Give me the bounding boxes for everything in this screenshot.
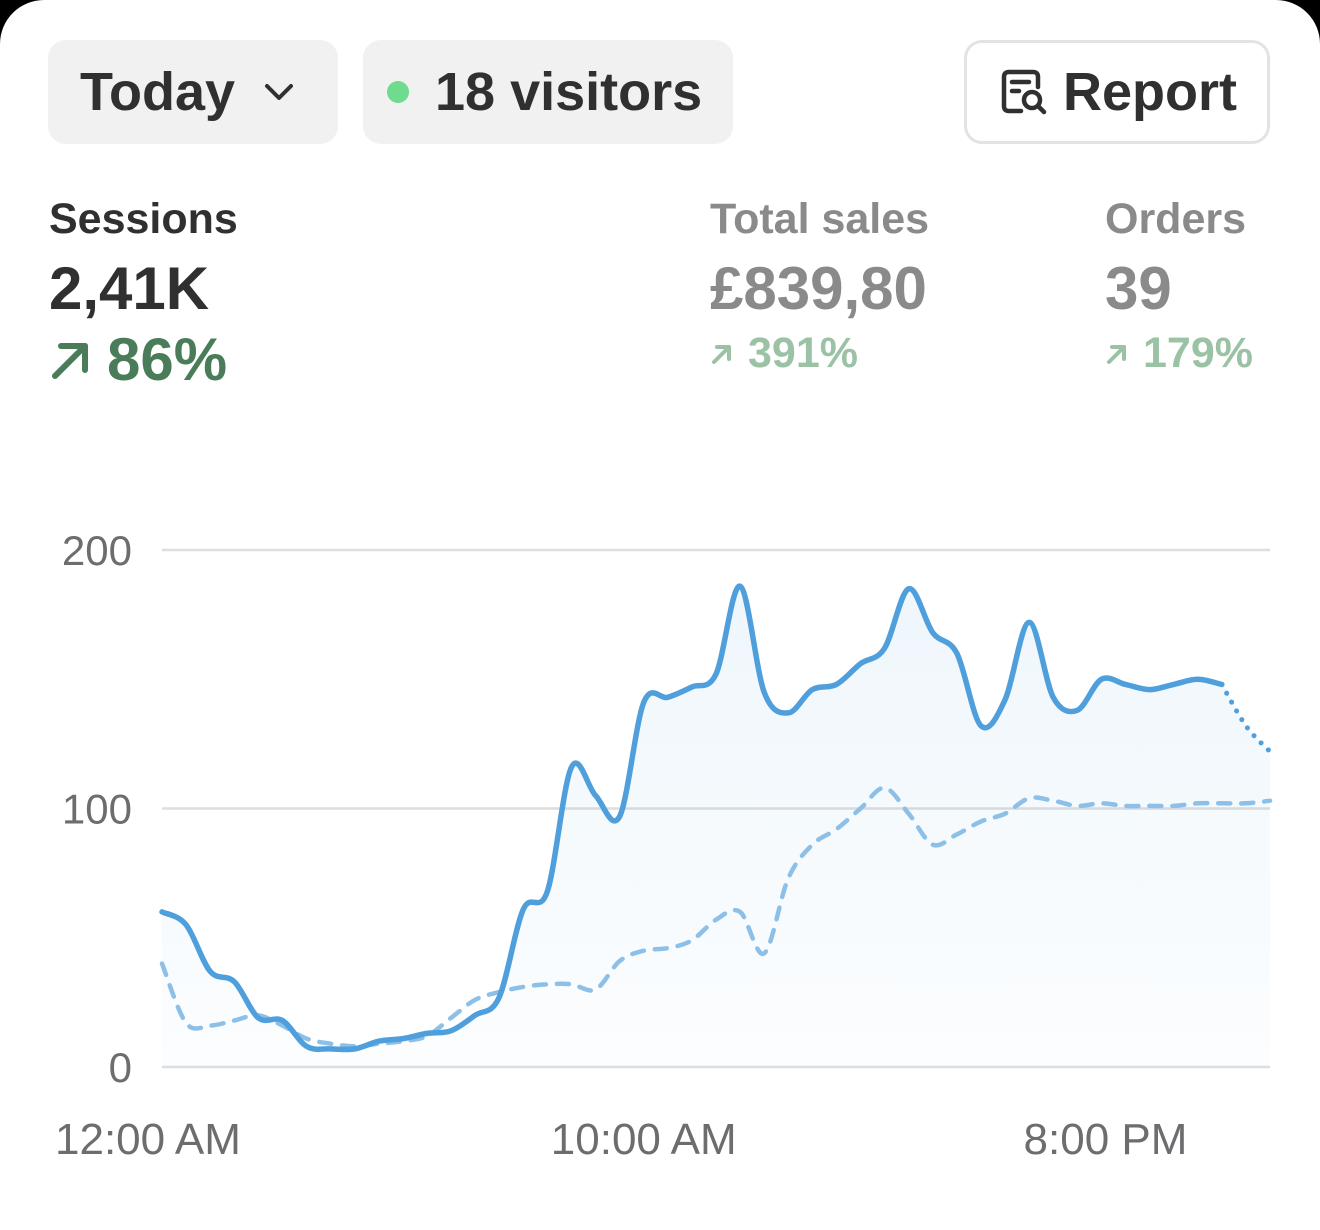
total-sales-change: 391% — [710, 329, 929, 378]
report-search-icon — [1001, 69, 1047, 115]
period-label: Today — [80, 62, 236, 122]
y-tick-label: 0 — [109, 1044, 132, 1091]
current-period-projection-line — [1219, 681, 1273, 755]
live-visitors-badge[interactable]: 18 visitors — [363, 40, 733, 144]
total-sales-value: £839,80 — [710, 255, 927, 322]
orders-change: 179% — [1105, 329, 1253, 378]
x-tick-label: 10:00 AM — [551, 1115, 737, 1164]
total-sales-label: Total sales — [710, 195, 930, 243]
visitors-label: 18 visitors — [435, 62, 703, 122]
arrow-up-right-icon — [1107, 344, 1126, 364]
x-tick-label: 8:00 PM — [1024, 1115, 1188, 1164]
live-dot-icon — [387, 81, 409, 103]
orders-value: 39 — [1105, 255, 1172, 322]
sessions-change: 86% — [49, 325, 238, 394]
chevron-down-icon — [265, 84, 294, 100]
arrow-up-right-icon — [52, 342, 88, 379]
sessions-metric[interactable]: Sessions 2,41K 86% — [49, 195, 238, 394]
y-tick-label: 200 — [62, 527, 132, 574]
sessions-change-value: 86% — [107, 326, 228, 393]
orders-label: Orders — [1105, 195, 1247, 243]
y-tick-label: 100 — [62, 786, 132, 833]
report-label: Report — [1063, 62, 1237, 122]
orders-metric[interactable]: Orders 39 179% — [1105, 195, 1253, 378]
total-sales-metric[interactable]: Total sales £839,80 391% — [710, 195, 929, 378]
x-tick-label: 12:00 AM — [55, 1115, 241, 1164]
period-selector[interactable]: Today — [48, 40, 338, 144]
previous-period-line — [159, 785, 1273, 1049]
current-series-area — [162, 586, 1270, 1067]
sessions-label: Sessions — [49, 195, 238, 243]
orders-change-value: 179% — [1143, 329, 1253, 377]
arrow-up-right-icon — [712, 344, 731, 364]
sessions-value: 2,41K — [49, 255, 210, 322]
report-button[interactable]: Report — [964, 40, 1270, 144]
total-sales-change-value: 391% — [748, 329, 858, 377]
current-period-line — [159, 583, 1225, 1053]
